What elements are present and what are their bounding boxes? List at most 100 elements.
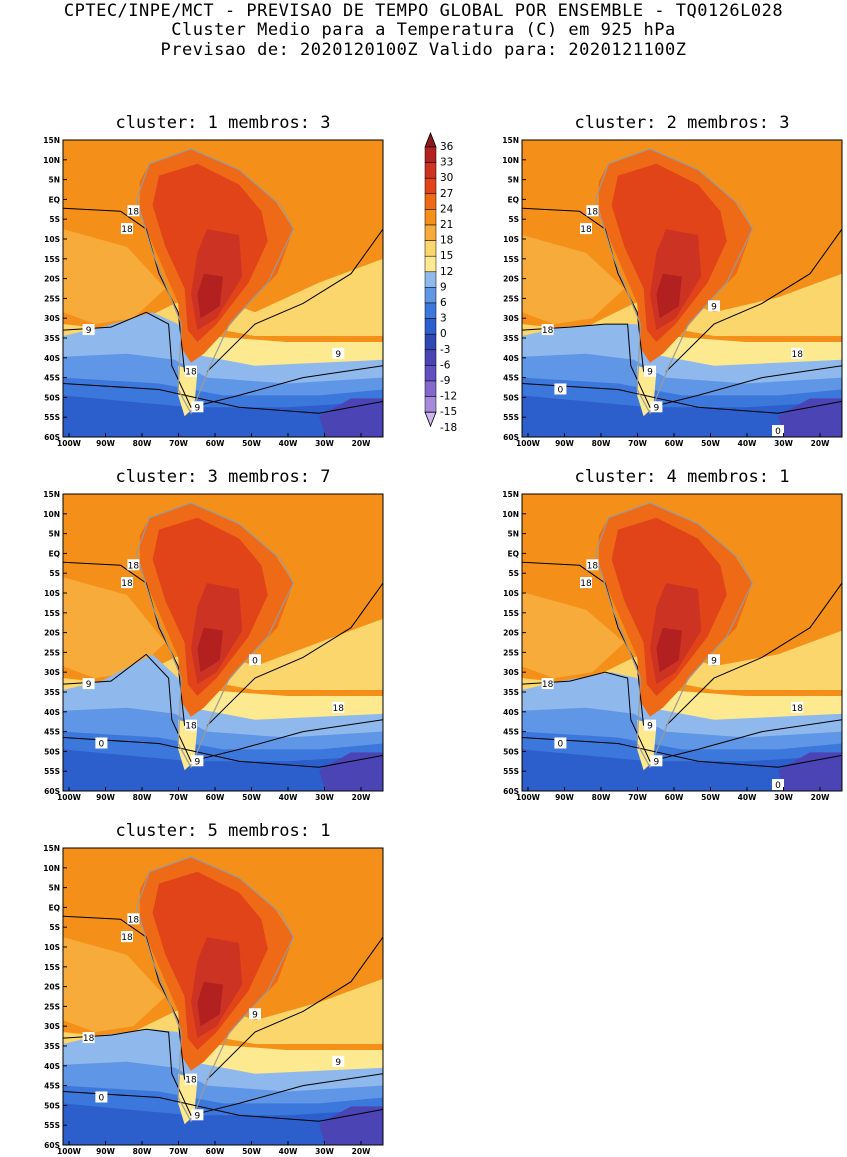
lon-label: 30W [774, 439, 793, 448]
lon-label: 100W [516, 439, 541, 448]
lon-label: 80W [133, 793, 152, 802]
lat-label: 60S [44, 433, 60, 442]
lon-label: 50W [242, 793, 261, 802]
lat-label: 50S [503, 747, 519, 756]
colorbar-label: -3 [440, 344, 450, 356]
panel-1-title: cluster: 1 membros: 3 [115, 113, 331, 133]
lon-label: 40W [279, 793, 298, 802]
contour-label-box [185, 365, 197, 377]
contour-label: 9 [86, 680, 92, 690]
contour-label-box [332, 701, 345, 713]
lat-label: 15N [502, 136, 519, 145]
contour-label: 18 [121, 933, 133, 943]
contour-label: 9 [654, 403, 660, 413]
lat-label: 40S [503, 354, 519, 363]
lon-label: 80W [133, 439, 152, 448]
contour-label-box [127, 559, 140, 571]
lat-label: 10N [502, 156, 519, 165]
lat-label: 45S [44, 728, 60, 737]
lat-label: 10S [44, 943, 60, 952]
colorbar-label: 9 [440, 281, 447, 293]
lon-label: 40W [279, 1147, 298, 1156]
contour-label: 0 [775, 781, 781, 791]
header-line-2: Cluster Medio para a Temperatura (C) em … [171, 20, 676, 40]
map-panel-5: 18 18 18 18 9 9 9 0 15N 10N 5N EQ 5S 10S 15S 20S 25S 30S 3… [43, 844, 384, 1156]
lat-label: 60S [44, 787, 60, 796]
lon-label: 40W [738, 793, 757, 802]
contour-label-box [541, 324, 554, 336]
contour-label: 9 [86, 326, 92, 336]
contour-label: 18 [332, 704, 344, 714]
lat-label: 55S [503, 413, 519, 422]
lat-label: 15S [44, 609, 60, 618]
lat-label: 50S [44, 747, 60, 756]
contour-label-box [791, 701, 804, 713]
contour-label-box [332, 347, 345, 359]
lon-label: 20W [352, 793, 371, 802]
colorbar-swatch [424, 333, 437, 351]
lon-label: 90W [96, 793, 115, 802]
colorbar-swatch [424, 193, 437, 210]
lat-label: 40S [44, 1062, 60, 1071]
lat-label: 35S [44, 688, 60, 697]
lon-label: 60W [665, 793, 684, 802]
contour-label: 0 [99, 1093, 105, 1103]
lat-label: 55S [44, 767, 60, 776]
lon-label: 100W [57, 793, 82, 802]
lon-label: 70W [628, 793, 647, 802]
lat-label: 10S [503, 235, 519, 244]
colorbar-label: 30 [440, 172, 453, 184]
colorbar-swatch [424, 177, 437, 195]
contour-label-box [586, 205, 599, 217]
lat-label: 15S [503, 609, 519, 618]
contour-label: 0 [252, 656, 258, 666]
lon-label: 60W [206, 1147, 225, 1156]
lat-label: 10N [43, 156, 60, 165]
contour-label-box [191, 401, 204, 413]
lat-label: 15S [44, 255, 60, 264]
colorbar-label: 36 [440, 141, 454, 153]
colorbar-swatch [424, 302, 437, 319]
colorbar-label: 0 [440, 328, 447, 340]
contour-label: 18 [185, 368, 197, 378]
lat-label: EQ [49, 549, 61, 558]
contour-label: 18 [128, 561, 140, 571]
contour-label-box [127, 913, 140, 925]
colorbar-label: 21 [440, 219, 453, 231]
lat-label: 30S [44, 314, 60, 323]
lon-label: 80W [133, 1147, 152, 1156]
panel-3-title: cluster: 3 membros: 7 [115, 467, 331, 487]
lon-label: 50W [701, 793, 720, 802]
contour-label: 0 [99, 739, 105, 749]
lat-label: 35S [44, 334, 60, 343]
lat-label: 5S [49, 923, 60, 932]
lat-label: 20S [503, 275, 519, 284]
contour-label: 18 [185, 722, 197, 732]
panel-5-title: cluster: 5 membros: 1 [115, 821, 331, 841]
colorbar-label: 6 [440, 297, 447, 309]
lat-label: 5N [508, 530, 520, 539]
colorbar-swatch [424, 255, 437, 273]
contour-label: 9 [195, 1111, 201, 1121]
colorbar-label: 27 [440, 188, 453, 200]
contour-label-box [708, 654, 720, 666]
contour-label: 18 [542, 680, 554, 690]
lat-label: 30S [503, 668, 519, 677]
colorbar-label: -18 [440, 422, 457, 434]
lon-label: 20W [352, 1147, 371, 1156]
contour-label: 18 [121, 579, 133, 589]
lon-label: 40W [738, 439, 757, 448]
colorbar-swatch [424, 271, 437, 288]
lat-label: 30S [44, 668, 60, 677]
lon-label: 70W [628, 439, 647, 448]
lat-label: 5S [49, 569, 60, 578]
lon-label: 80W [592, 793, 611, 802]
lat-label: 50S [44, 1101, 60, 1110]
contour-label-box [580, 577, 592, 589]
lon-label: 40W [279, 439, 298, 448]
lat-label: 15N [43, 844, 60, 853]
colorbar-label: 24 [440, 203, 454, 215]
lat-label: 45S [503, 374, 519, 383]
map-panel-2: 18 18 18 9 18 9 9 0 0 15N 10N 5N EQ 5S 10S 15S 20S 25S 30S… [502, 136, 843, 448]
contour-label-box [644, 719, 656, 731]
